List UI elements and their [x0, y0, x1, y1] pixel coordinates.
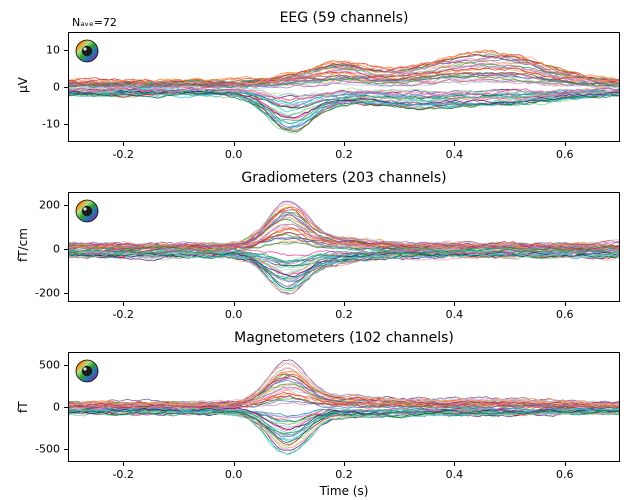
figure: EEG (59 channels)µV-10010-0.20.00.20.40.… — [0, 0, 640, 500]
mag-xtick-mark — [565, 462, 566, 466]
mag-ytick: 500 — [0, 358, 60, 371]
mag-xtick: 0.4 — [446, 468, 464, 481]
grad-xtick-mark — [454, 302, 455, 306]
mag-xtick: 0.0 — [225, 468, 243, 481]
eeg-xtick: 0.6 — [556, 148, 574, 161]
eeg-xtick: -0.2 — [112, 148, 133, 161]
mag-xtick-mark — [344, 462, 345, 466]
eeg-ytick: 0 — [0, 81, 60, 94]
n-ave-label: Nₐᵥₑ=72 — [72, 16, 117, 29]
grad-ytick: 200 — [0, 199, 60, 212]
mag-xtick: -0.2 — [112, 468, 133, 481]
grad-xtick: 0.0 — [225, 308, 243, 321]
eeg-ytick-mark — [64, 87, 68, 88]
eeg-panel — [68, 32, 620, 142]
mag-ytick-mark — [64, 407, 68, 408]
mag-xtick: 0.2 — [335, 468, 353, 481]
eeg-sensor-topomap-icon — [74, 38, 100, 64]
grad-ytick-mark — [64, 249, 68, 250]
eeg-ytick: -10 — [0, 117, 60, 130]
eeg-ytick: 10 — [0, 44, 60, 57]
eeg-xtick: 0.2 — [335, 148, 353, 161]
eeg-xtick-mark — [565, 142, 566, 146]
grad-xtick: 0.2 — [335, 308, 353, 321]
mag-xtick-mark — [123, 462, 124, 466]
eeg-xtick: 0.0 — [225, 148, 243, 161]
mag-ytick-mark — [64, 365, 68, 366]
grad-ytick-mark — [64, 205, 68, 206]
grad-xtick: 0.4 — [446, 308, 464, 321]
mag-xtick: 0.6 — [556, 468, 574, 481]
eeg-traces — [69, 33, 620, 142]
eeg-xtick-mark — [344, 142, 345, 146]
grad-title: Gradiometers (203 channels) — [68, 170, 620, 186]
eeg-ytick-mark — [64, 124, 68, 125]
grad-traces — [69, 193, 620, 302]
mag-title: Magnetometers (102 channels) — [68, 330, 620, 346]
grad-xtick-mark — [344, 302, 345, 306]
grad-xtick: -0.2 — [112, 308, 133, 321]
mag-sensor-topomap-icon — [74, 358, 100, 384]
grad-xtick: 0.6 — [556, 308, 574, 321]
mag-traces — [69, 353, 620, 462]
grad-xtick-mark — [565, 302, 566, 306]
mag-xtick-mark — [454, 462, 455, 466]
mag-xtick-mark — [234, 462, 235, 466]
eeg-xtick-mark — [123, 142, 124, 146]
grad-ytick-mark — [64, 293, 68, 294]
eeg-xtick: 0.4 — [446, 148, 464, 161]
eeg-xtick-mark — [234, 142, 235, 146]
grad-panel — [68, 192, 620, 302]
mag-panel — [68, 352, 620, 462]
grad-ytick: 0 — [0, 243, 60, 256]
eeg-title: EEG (59 channels) — [68, 10, 620, 26]
grad-sensor-topomap-icon — [74, 198, 100, 224]
grad-xtick-mark — [123, 302, 124, 306]
eeg-xtick-mark — [454, 142, 455, 146]
mag-ytick-mark — [64, 449, 68, 450]
xlabel: Time (s) — [68, 484, 620, 498]
grad-xtick-mark — [234, 302, 235, 306]
eeg-ytick-mark — [64, 50, 68, 51]
grad-ytick: -200 — [0, 287, 60, 300]
mag-ytick: -500 — [0, 443, 60, 456]
mag-ytick: 0 — [0, 401, 60, 414]
